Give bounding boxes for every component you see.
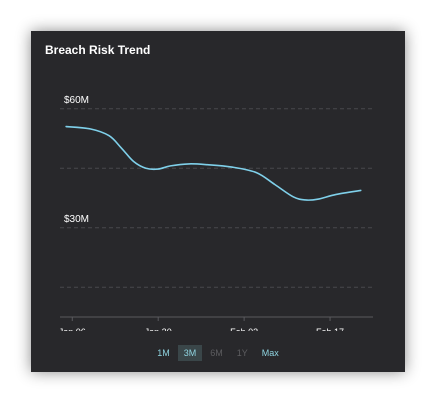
range-button-1m[interactable]: 1M <box>151 345 176 361</box>
range-button-1y: 1Y <box>231 345 254 361</box>
x-tick-label: Feb 03 <box>230 327 258 331</box>
chart-title: Breach Risk Trend <box>45 43 151 57</box>
line-chart: $60M $30M Jan 06 Jan 20 Feb 03 Feb 17 <box>59 95 373 331</box>
chart-card: Breach Risk Trend $60M $30M Jan 06 Jan 20 F… <box>31 31 405 372</box>
range-selector: 1M 3M 6M 1Y Max <box>31 344 405 362</box>
y-tick-label: $60M <box>64 95 89 106</box>
y-tick-label: $30M <box>64 214 89 225</box>
y-axis-labels: $60M $30M <box>64 95 89 225</box>
x-tick-label: Feb 17 <box>316 327 344 331</box>
x-tick-label: Jan 06 <box>59 327 86 331</box>
x-tick-label: Jan 20 <box>145 327 172 331</box>
range-button-6m: 6M <box>204 345 229 361</box>
x-axis-labels: Jan 06 Jan 20 Feb 03 Feb 17 <box>59 317 344 331</box>
range-button-max[interactable]: Max <box>256 345 285 361</box>
range-button-3m[interactable]: 3M <box>177 345 203 361</box>
grid-lines <box>60 108 373 288</box>
series-line[interactable] <box>65 125 362 201</box>
